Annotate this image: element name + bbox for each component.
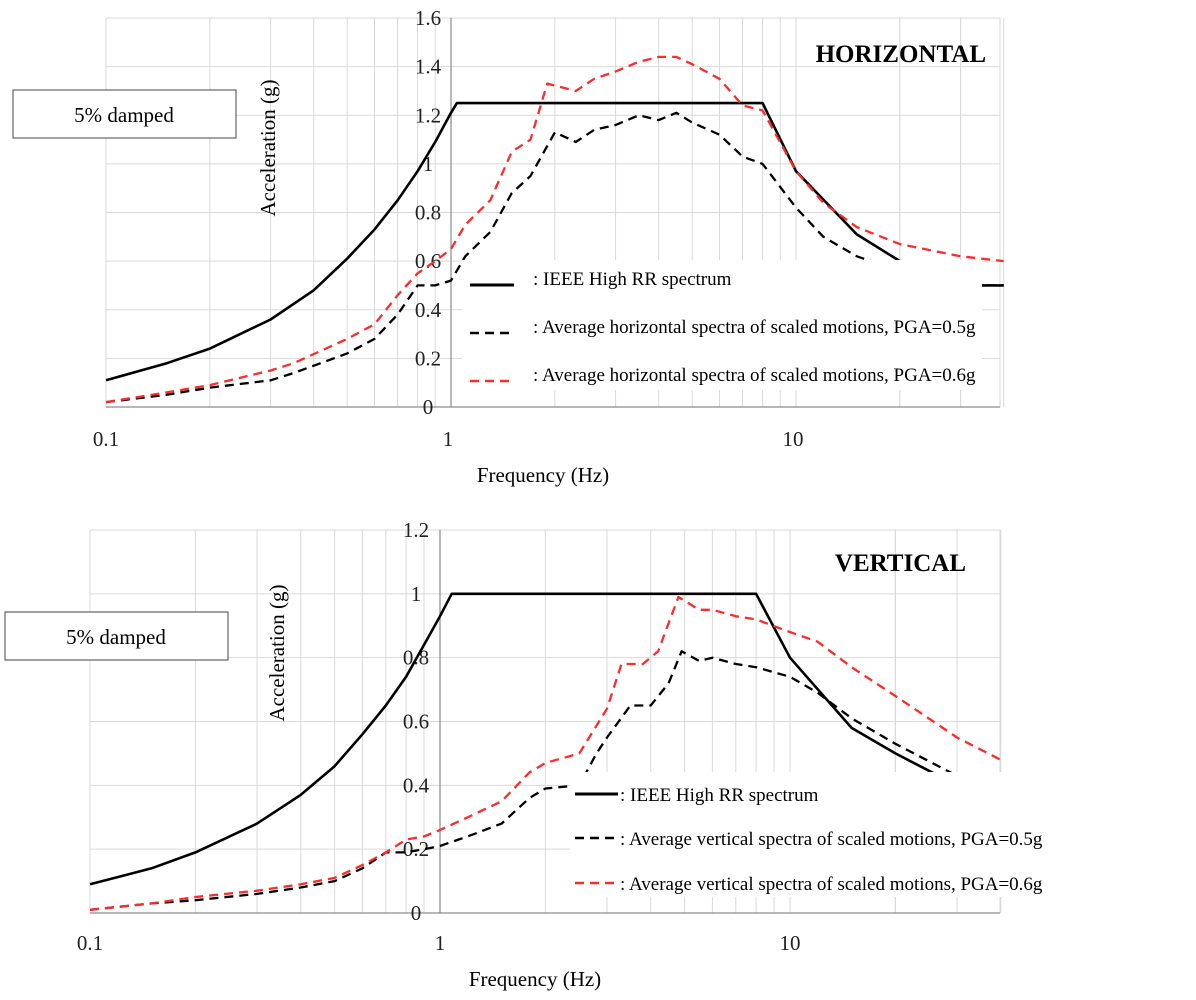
ieee-spectrum-line <box>105 101 1004 382</box>
series-lines <box>89 592 1002 911</box>
y-tick-label: 1 <box>423 152 434 176</box>
damping-note: 5% damped <box>66 625 166 649</box>
damping-note-box <box>4 611 229 661</box>
damping-note: 5% damped <box>74 103 174 127</box>
y-tick-label: 0.4 <box>415 298 442 322</box>
x-tick-label: 10 <box>783 427 804 451</box>
pga-06-spectrum-line <box>105 55 1004 404</box>
y-tick-label: 0 <box>423 395 434 419</box>
legend-label-pga05: : Average horizontal spectra of scaled m… <box>533 317 976 338</box>
y-tick-label: 0.2 <box>403 837 429 861</box>
x-axis-title: Frequency (Hz) <box>469 967 601 991</box>
y-tick-label: 0.6 <box>403 710 429 734</box>
y-axis-title: Acceleration (g) <box>265 584 289 721</box>
y-tick-labels: 00.20.40.60.811.2 <box>403 518 430 925</box>
legend-background <box>462 260 982 390</box>
x-tick-label: 1 <box>443 427 454 451</box>
y-tick-label: 1.4 <box>415 55 442 79</box>
pga-05-spectrum-line <box>105 111 1004 404</box>
pga-06-spectrum-line <box>89 595 1002 911</box>
vertical-spectrum-chart: 00.20.40.60.811.2 0.1 1 10 Acceleration (g… <box>4 518 1190 991</box>
horizontal-spectrum-chart: 0 0.2 0.4 0.6 0.8 1 1.2 1.4 1.6 0.1 1 10 Accelerat… <box>12 6 1005 487</box>
legend-label-ieee: : IEEE High RR spectrum <box>620 785 819 806</box>
x-axis-title: Frequency (Hz) <box>477 463 609 487</box>
x-tick-label: 10 <box>780 931 801 955</box>
y-tick-label: 1 <box>411 582 422 606</box>
y-axis-title: Acceleration (g) <box>256 79 280 216</box>
ieee-spectrum-line <box>89 592 1001 886</box>
y-tick-label: 0.2 <box>415 346 441 370</box>
y-tick-label: 0 <box>411 901 422 925</box>
y-tick-label: 1.2 <box>415 103 441 127</box>
y-tick-label: 1.2 <box>403 518 429 542</box>
legend-background <box>570 772 1190 897</box>
series-lines <box>105 55 1004 404</box>
x-tick-labels: 0.1 1 10 <box>77 931 801 955</box>
legend-label-pga05: : Average vertical spectra of scaled mot… <box>620 829 1043 850</box>
panel-title: VERTICAL <box>835 550 966 577</box>
panel-title: HORIZONTAL <box>816 41 986 68</box>
x-tick-label: 0.1 <box>93 427 119 451</box>
x-tick-label: 1 <box>435 931 446 955</box>
y-tick-label: 0.6 <box>415 249 441 273</box>
y-tick-labels: 0 0.2 0.4 0.6 0.8 1 1.2 1.4 1.6 <box>415 6 442 419</box>
legend-label-pga06: : Average vertical spectra of scaled mot… <box>620 874 1043 895</box>
x-tick-label: 0.1 <box>77 931 103 955</box>
legend-label-ieee: : IEEE High RR spectrum <box>533 269 732 290</box>
damping-note-box <box>12 89 237 139</box>
pga-05-spectrum-line <box>89 650 1001 911</box>
x-tick-labels: 0.1 1 10 <box>93 427 804 451</box>
y-tick-label: 0.4 <box>403 773 430 797</box>
legend: : IEEE High RR spectrum : Average horizo… <box>462 260 982 390</box>
legend-label-pga06: : Average horizontal spectra of scaled m… <box>533 365 976 386</box>
y-tick-label: 1.6 <box>415 6 441 30</box>
y-tick-label: 0.8 <box>415 201 441 225</box>
legend: : IEEE High RR spectrum : Average vertic… <box>570 772 1190 897</box>
